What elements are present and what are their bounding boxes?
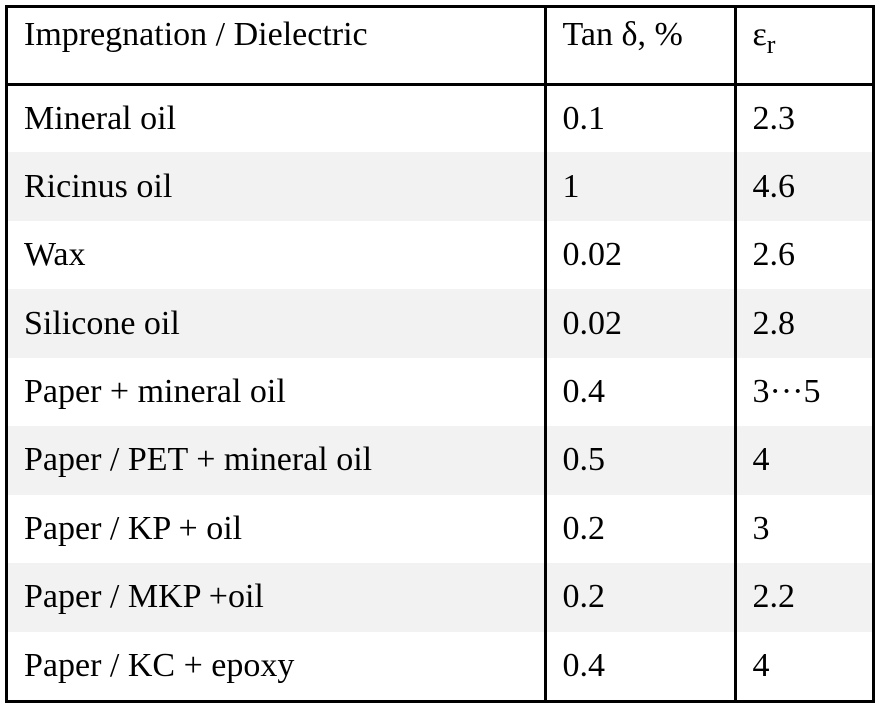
cell-dielectric: Paper / MKP +oil: [8, 563, 545, 632]
cell-epsilon-r: 3···5: [733, 357, 872, 427]
cell-epsilon-r: 2.6: [733, 220, 872, 290]
cell-dielectric: Ricinus oil: [8, 152, 545, 221]
cell-epsilon-r: 3: [733, 494, 872, 564]
cell-epsilon-r: 2.8: [733, 289, 872, 358]
cell-epsilon-r: 4.6: [733, 152, 872, 221]
cell-dielectric: Silicone oil: [8, 289, 545, 358]
cell-epsilon-r: 4: [733, 426, 872, 495]
cell-tan-delta: 0.4: [543, 631, 735, 700]
cell-dielectric: Mineral oil: [24, 99, 177, 137]
cell-tan-delta: 0.1: [543, 84, 735, 153]
table-header-row: Impregnation / Dielectric Tan δ, % εr: [8, 8, 872, 84]
table-row: Wax 0.02 2.6: [8, 220, 872, 290]
cell-epsilon-r: 2.2: [733, 563, 872, 632]
cell-tan-delta: 0.02: [543, 289, 735, 358]
table-row: Mineral oil 0.1 2.3: [8, 84, 872, 153]
cell-tan-delta: 1: [543, 152, 735, 221]
table-row: Paper / KC + epoxy 0.4 4: [8, 631, 872, 700]
cell-tan-delta: 0.02: [543, 220, 735, 290]
cell-epsilon-r: 2.3: [733, 84, 872, 153]
header-epsilon-r-subscript: r: [766, 30, 776, 59]
cell-dielectric: Paper / KP + oil: [24, 509, 243, 547]
dielectric-properties-table-frame: Impregnation / Dielectric Tan δ, % εr Mi…: [5, 5, 875, 703]
header-impregnation-dielectric: Impregnation / Dielectric: [24, 16, 368, 53]
cell-dielectric: Paper + mineral oil: [24, 372, 286, 410]
table-row: Paper / KP + oil 0.2 3: [8, 494, 872, 564]
dielectric-properties-table: Impregnation / Dielectric Tan δ, % εr Mi…: [8, 8, 872, 700]
table-row: Ricinus oil 1 4.6: [8, 152, 872, 221]
table-row: Silicone oil 0.02 2.8: [8, 289, 872, 358]
header-tan-delta: Tan δ, %: [543, 8, 735, 84]
table-row: Paper / MKP +oil 0.2 2.2: [8, 563, 872, 632]
table-row: Paper + mineral oil 0.4 3···5: [8, 357, 872, 427]
header-epsilon-r-symbol: ε: [752, 16, 767, 53]
cell-tan-delta: 0.2: [543, 494, 735, 564]
cell-epsilon-r: 4: [733, 631, 872, 700]
cell-tan-delta: 0.4: [543, 357, 735, 427]
cell-dielectric: Paper / KC + epoxy: [24, 646, 295, 684]
cell-tan-delta: 0.5: [543, 426, 735, 495]
table-row: Paper / PET + mineral oil 0.5 4: [8, 426, 872, 495]
cell-tan-delta: 0.2: [543, 563, 735, 632]
cell-dielectric: Paper / PET + mineral oil: [8, 426, 545, 495]
cell-dielectric: Wax: [24, 236, 86, 274]
header-epsilon-r: εr: [733, 8, 872, 84]
